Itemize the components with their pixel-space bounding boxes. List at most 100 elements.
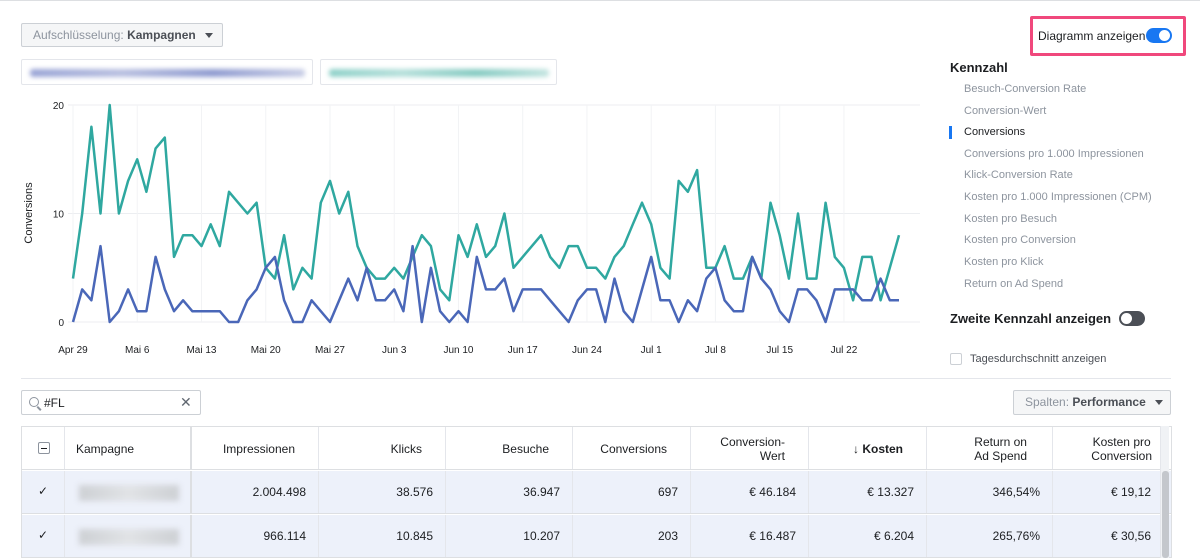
table-row[interactable]: ✓ 2.004.498 38.576 36.947 697 € 46.184 €… [22, 471, 1171, 514]
legend-chip-blurred-label [329, 69, 549, 77]
columns-dropdown[interactable]: Spalten: Performance [1013, 390, 1171, 415]
cell-conversions: 697 [573, 471, 691, 513]
breakdown-prefix: Aufschlüsselung: [33, 28, 124, 42]
metric-item-klick-conversion-rate[interactable]: Klick-Conversion Rate [964, 169, 1073, 181]
cell-besuche: 36.947 [446, 471, 573, 513]
conversions-line-chart: 0 10 20 Apr 29 Mai 6 Mai 13 Mai 20 Mai 27 Jun 3… [23, 101, 920, 356]
campaign-name-cell[interactable] [65, 515, 192, 557]
daily-average-checkbox[interactable] [950, 353, 962, 365]
metric-item-conversions-pro-1000[interactable]: Conversions pro 1.000 Impressionen [964, 148, 1144, 160]
second-metric-toggle[interactable] [1119, 311, 1145, 326]
highlight-box [1030, 16, 1186, 56]
cell-impressionen: 966.114 [192, 515, 319, 557]
scrollbar-thumb[interactable] [1162, 471, 1169, 558]
y-axis-ticks: 0 10 20 [53, 101, 65, 329]
table-scrollbar[interactable] [1160, 426, 1169, 558]
legend-chip-campaign-1[interactable] [21, 59, 313, 85]
header-conversion-wert-line1: Conversion- [720, 435, 785, 449]
active-metric-indicator [949, 126, 952, 139]
header-besuche[interactable]: Besuche [446, 427, 573, 469]
breakdown-value: Kampagnen [127, 28, 196, 42]
y-tick-label: 10 [53, 210, 65, 221]
cell-klicks: 10.845 [319, 515, 446, 557]
header-kpc-line2: Conversion [1091, 449, 1152, 463]
section-divider [21, 378, 1171, 379]
x-tick-label: Jun 3 [382, 345, 407, 356]
chart-toggle-label: Diagramm anzeigen [1038, 29, 1146, 43]
header-roas-line1: Return on [974, 435, 1027, 449]
breakdown-dropdown[interactable]: Aufschlüsselung: Kampagnen [21, 23, 223, 47]
cell-kosten: € 6.204 [809, 515, 927, 557]
chart-toggle-switch[interactable] [1146, 28, 1172, 43]
campaign-name-blurred [79, 485, 179, 501]
row-select-cell: ✓ [22, 515, 65, 557]
cell-roas: 346,54% [927, 471, 1053, 513]
x-tick-label: Apr 29 [58, 345, 88, 356]
header-kpc-line1: Kosten pro [1092, 435, 1151, 449]
header-return-on-ad-spend[interactable]: Return on Ad Spend [927, 427, 1053, 469]
series-line-1 [71, 103, 901, 302]
x-tick-label: Jun 17 [508, 345, 538, 356]
legend-chip-campaign-2[interactable] [320, 59, 557, 85]
x-tick-label: Mai 20 [251, 345, 281, 356]
x-tick-label: Jul 15 [766, 345, 793, 356]
table-header-row: Kampagne Impressionen Klicks Besuche Con… [22, 427, 1171, 470]
x-tick-label: Mai 13 [186, 345, 216, 356]
header-roas-line2: Ad Spend [974, 449, 1027, 463]
metric-item-conversions[interactable]: Conversions [964, 126, 1026, 138]
campaign-table: Kampagne Impressionen Klicks Besuche Con… [21, 426, 1172, 558]
header-conversions[interactable]: Conversions [573, 427, 691, 469]
campaign-name-blurred [79, 529, 179, 545]
cell-kosten-pro-conversion: € 30,56 [1110, 529, 1151, 543]
x-tick-label: Jun 24 [572, 345, 602, 356]
metric-item-conversion-wert[interactable]: Conversion-Wert [964, 105, 1047, 117]
x-tick-label: Jun 10 [443, 345, 473, 356]
metric-title: Kennzahl [950, 60, 1008, 75]
header-impressionen[interactable]: Impressionen [192, 427, 319, 469]
row-select-cell: ✓ [22, 471, 65, 513]
x-tick-label: Jul 1 [641, 345, 663, 356]
header-conversion-wert[interactable]: Conversion- Wert [691, 427, 809, 469]
header-klicks[interactable]: Klicks [319, 427, 446, 469]
y-tick-label: 20 [53, 101, 65, 112]
y-axis-label: Conversions [23, 182, 35, 244]
caret-down-icon [1155, 400, 1164, 406]
x-axis-ticks: Apr 29 Mai 6 Mai 13 Mai 20 Mai 27 Jun 3 Jun 10… [58, 345, 857, 356]
header-kampagne[interactable]: Kampagne [65, 427, 192, 469]
search-input[interactable] [44, 394, 174, 411]
x-tick-label: Jul 22 [831, 345, 858, 356]
campaign-name-cell[interactable] [65, 471, 192, 513]
cell-klicks: 38.576 [319, 471, 446, 513]
cell-roas: 265,76% [927, 515, 1053, 557]
caret-down-icon [205, 33, 214, 39]
chart-grid [68, 104, 920, 323]
metric-item-cpm[interactable]: Kosten pro 1.000 Impressionen (CPM) [964, 191, 1152, 203]
select-all-checkbox[interactable] [38, 442, 50, 454]
cell-kosten: € 13.327 [809, 471, 927, 513]
header-kosten-pro-conversion[interactable]: Kosten pro Conversion [1053, 427, 1171, 469]
cell-besuche: 10.207 [446, 515, 573, 557]
cell-impressionen: 2.004.498 [192, 471, 319, 513]
columns-value: Performance [1072, 395, 1146, 409]
cell-conversion-wert: € 16.487 [691, 515, 809, 557]
header-kosten-sorted[interactable]: ↓ Kosten [809, 427, 927, 469]
y-tick-label: 0 [58, 318, 64, 329]
close-icon[interactable]: ✕ [180, 394, 192, 410]
cell-conversions: 203 [573, 515, 691, 557]
checkmark-icon[interactable]: ✓ [38, 484, 49, 498]
checkmark-icon[interactable]: ✓ [38, 528, 49, 542]
metric-item-kosten-pro-conversion[interactable]: Kosten pro Conversion [964, 234, 1076, 246]
metric-item-besuch-conversion-rate[interactable]: Besuch-Conversion Rate [964, 83, 1087, 95]
legend-chip-blurred-label [30, 69, 305, 77]
x-tick-label: Jul 8 [705, 345, 727, 356]
metric-item-return-on-ad-spend[interactable]: Return on Ad Spend [964, 278, 1064, 290]
table-row[interactable]: ✓ 966.114 10.845 10.207 203 € 16.487 € 6… [22, 515, 1171, 558]
cell-conversion-wert: € 46.184 [691, 471, 809, 513]
second-metric-label: Zweite Kennzahl anzeigen [950, 311, 1112, 326]
daily-average-label: Tagesdurchschnitt anzeigen [970, 353, 1107, 365]
x-tick-label: Mai 6 [125, 345, 150, 356]
metric-item-kosten-pro-klick[interactable]: Kosten pro Klick [964, 256, 1044, 268]
header-select-cell [22, 427, 65, 469]
chart-series [71, 103, 901, 324]
metric-item-kosten-pro-besuch[interactable]: Kosten pro Besuch [964, 213, 1057, 225]
